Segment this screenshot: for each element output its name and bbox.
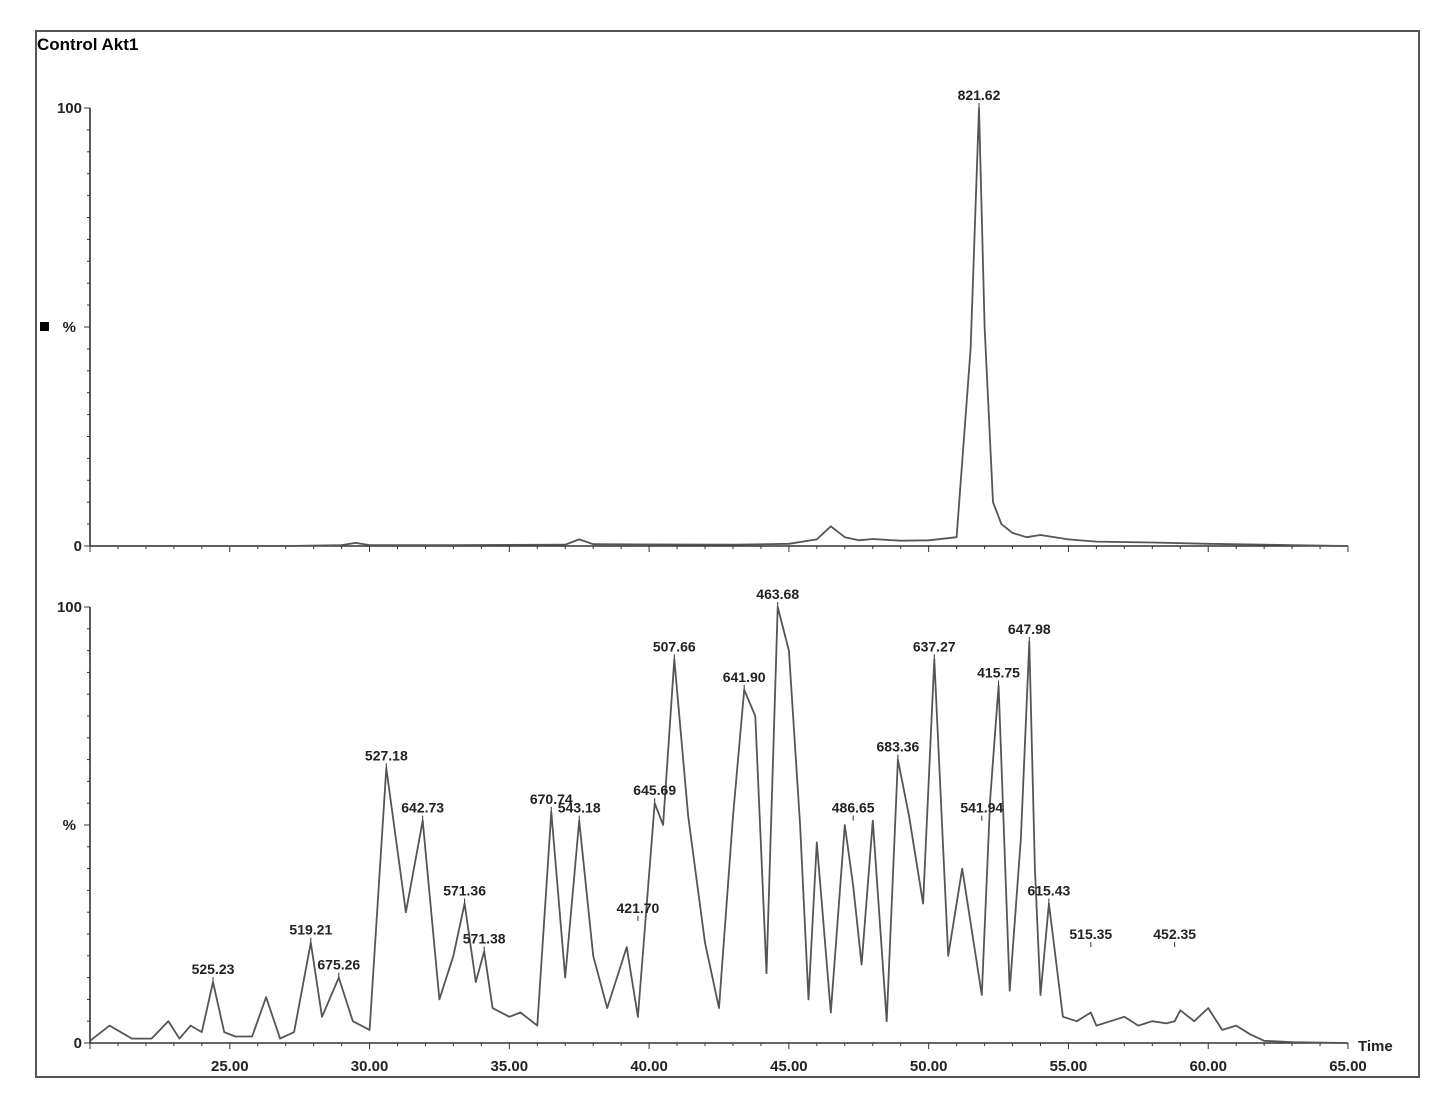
x-tick-label: 65.00 (1329, 1058, 1367, 1075)
panel-2-y-axis-label: % (63, 817, 76, 834)
panel-2-peak-label: 641.90 (723, 669, 766, 685)
panel-2-peak-label: 675.26 (317, 957, 360, 973)
x-tick-label: 45.00 (770, 1058, 808, 1075)
panel-2-trace-line (89, 606, 1349, 1044)
panel-2-peak-label: 452.35 (1153, 926, 1196, 942)
panel-2-y-tick-label: 100 (57, 599, 82, 616)
panel-1-marker-square (40, 322, 49, 331)
x-tick-label: 50.00 (910, 1058, 948, 1075)
panel-2-peak-label: 415.75 (977, 664, 1020, 680)
panel-1-y-axis-label: % (63, 319, 76, 336)
panel-2-peak-label: 571.38 (463, 930, 506, 946)
x-tick-label: 55.00 (1050, 1058, 1088, 1075)
x-tick-label: 60.00 (1189, 1058, 1227, 1075)
panel-2-peak-label: 647.98 (1008, 621, 1051, 637)
panel-1-trace-line (90, 107, 1349, 547)
panel-2-peak-label: 642.73 (401, 800, 444, 816)
panel-2-peak-label: 645.69 (633, 782, 676, 798)
panel-2-peak-label: 527.18 (365, 747, 408, 763)
panel-2-peak-label: 463.68 (756, 586, 799, 602)
panel-2-peak-label: 541.94 (960, 800, 1003, 816)
panel-1-peak-label: 821.62 (958, 87, 1001, 103)
panel-2-peak-label: 543.18 (558, 800, 601, 816)
x-axis-label: Time (1358, 1038, 1393, 1055)
panel-2-peak-label: 670.74 (530, 791, 573, 807)
panel-2-peak-label: 637.27 (913, 638, 956, 654)
panel-2-peak-label: 519.21 (289, 922, 332, 938)
panel-2-peak-label: 486.65 (832, 800, 875, 816)
panel-1-y-tick-label: 0 (74, 538, 82, 555)
panel-2-peak-label: 507.66 (653, 638, 696, 654)
x-tick-label: 25.00 (211, 1058, 249, 1075)
panel-1-y-tick-label: 100 (57, 100, 82, 117)
x-tick-label: 35.00 (491, 1058, 529, 1075)
panel-2-y-tick-label: 0 (74, 1035, 82, 1052)
x-tick-label: 40.00 (630, 1058, 668, 1075)
panel-2-peak-label: 615.43 (1027, 882, 1070, 898)
panel-2-peak-label: 421.70 (617, 900, 660, 916)
x-tick-label: 30.00 (351, 1058, 389, 1075)
chart-title: Control Akt1 (37, 35, 138, 54)
panel-2-peak-label: 683.36 (877, 739, 920, 755)
panel-2-peak-label: 571.36 (443, 882, 486, 898)
panel-2-peak-label: 525.23 (192, 961, 235, 977)
chart-frame (35, 30, 1420, 1078)
panel-2-peak-label: 515.35 (1069, 926, 1112, 942)
